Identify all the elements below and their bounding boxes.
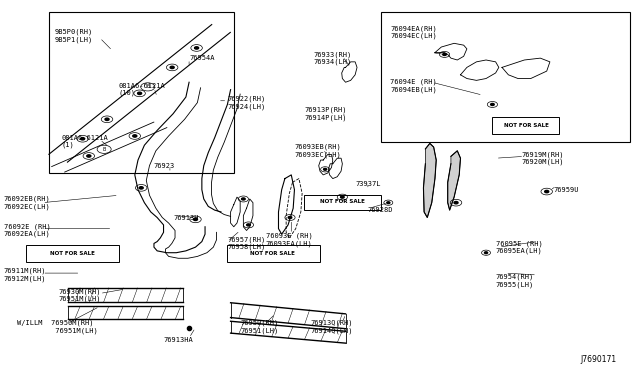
Circle shape bbox=[246, 224, 250, 226]
Circle shape bbox=[491, 103, 494, 106]
Text: 76094E (RH)
76094EB(LH): 76094E (RH) 76094EB(LH) bbox=[390, 79, 437, 93]
Bar bbox=[492, 118, 559, 134]
Circle shape bbox=[193, 218, 198, 221]
Text: 76919M(RH)
76920M(LH): 76919M(RH) 76920M(LH) bbox=[521, 151, 564, 165]
Polygon shape bbox=[448, 151, 461, 210]
Circle shape bbox=[195, 47, 198, 49]
Circle shape bbox=[241, 198, 245, 200]
Text: 76092EB(RH)
76092EC(LH): 76092EB(RH) 76092EC(LH) bbox=[4, 196, 51, 210]
Text: 76911M(RH)
76912M(LH): 76911M(RH) 76912M(LH) bbox=[4, 268, 46, 282]
Circle shape bbox=[545, 190, 548, 193]
Text: 081A6-6121A
(10): 081A6-6121A (10) bbox=[119, 83, 166, 96]
Circle shape bbox=[387, 202, 390, 203]
Text: 76923: 76923 bbox=[154, 163, 175, 169]
Text: 76093E (RH)
76093EA(LH): 76093E (RH) 76093EA(LH) bbox=[266, 233, 312, 247]
Circle shape bbox=[324, 169, 326, 170]
Circle shape bbox=[484, 252, 488, 254]
Text: 9B5P0(RH)
9B5P1(LH): 9B5P0(RH) 9B5P1(LH) bbox=[55, 29, 93, 43]
Bar bbox=[49, 12, 234, 173]
Text: NOT FOR SALE: NOT FOR SALE bbox=[50, 251, 95, 256]
Circle shape bbox=[170, 66, 174, 68]
Bar bbox=[227, 245, 320, 262]
Text: B: B bbox=[146, 84, 149, 89]
Circle shape bbox=[443, 54, 446, 55]
Text: 76913P(RH)
76914P(LH): 76913P(RH) 76914P(LH) bbox=[304, 107, 346, 121]
Text: 76933(RH)
76934(LH): 76933(RH) 76934(LH) bbox=[314, 51, 352, 65]
Text: J7690171: J7690171 bbox=[581, 355, 617, 364]
Text: 76957(RH)
76958(LH): 76957(RH) 76958(LH) bbox=[227, 237, 266, 250]
Circle shape bbox=[288, 217, 292, 218]
Text: 76095E (RH)
76095EA(LH): 76095E (RH) 76095EA(LH) bbox=[495, 240, 542, 254]
Bar bbox=[381, 12, 630, 141]
Text: 76954(RH)
76955(LH): 76954(RH) 76955(LH) bbox=[495, 273, 534, 288]
Circle shape bbox=[87, 155, 91, 157]
Circle shape bbox=[139, 187, 143, 189]
Circle shape bbox=[81, 138, 84, 140]
Bar bbox=[304, 195, 381, 210]
Text: 76950(RH)
76951(LH): 76950(RH) 76951(LH) bbox=[240, 320, 278, 334]
Text: NOT FOR SALE: NOT FOR SALE bbox=[504, 123, 548, 128]
Circle shape bbox=[340, 196, 344, 198]
Text: 76954A: 76954A bbox=[189, 55, 214, 61]
Text: 73937L: 73937L bbox=[355, 181, 381, 187]
Text: 76922(RH)
76924(LH): 76922(RH) 76924(LH) bbox=[227, 96, 266, 110]
Text: 76928D: 76928D bbox=[368, 207, 394, 213]
Text: B: B bbox=[102, 147, 106, 152]
Bar bbox=[26, 245, 119, 262]
Circle shape bbox=[132, 135, 137, 137]
Text: 76093EB(RH)
76093EC(LH): 76093EB(RH) 76093EC(LH) bbox=[294, 144, 341, 158]
Text: 081A6-6121A
(1): 081A6-6121A (1) bbox=[61, 135, 108, 148]
Text: 76094EA(RH)
76094EC(LH): 76094EA(RH) 76094EC(LH) bbox=[390, 25, 437, 39]
Text: 76930M(RH)
76951M(LH): 76930M(RH) 76951M(LH) bbox=[58, 288, 100, 302]
Text: W/ILLM  76950M(RH)
         76951M(LH): W/ILLM 76950M(RH) 76951M(LH) bbox=[17, 320, 97, 334]
Text: NOT FOR SALE: NOT FOR SALE bbox=[250, 251, 295, 256]
Text: 76959U: 76959U bbox=[553, 187, 579, 193]
Circle shape bbox=[138, 92, 141, 94]
Text: 76913HA: 76913HA bbox=[164, 337, 193, 343]
Polygon shape bbox=[424, 143, 436, 218]
Text: NOT FOR SALE: NOT FOR SALE bbox=[320, 199, 365, 205]
Circle shape bbox=[454, 202, 458, 204]
Text: 76913Q(RH)
76914Q(LH): 76913Q(RH) 76914Q(LH) bbox=[310, 320, 353, 334]
Text: 76092E (RH)
76092EA(LH): 76092E (RH) 76092EA(LH) bbox=[4, 224, 51, 237]
Circle shape bbox=[105, 118, 109, 121]
Text: 76913H: 76913H bbox=[173, 215, 198, 221]
